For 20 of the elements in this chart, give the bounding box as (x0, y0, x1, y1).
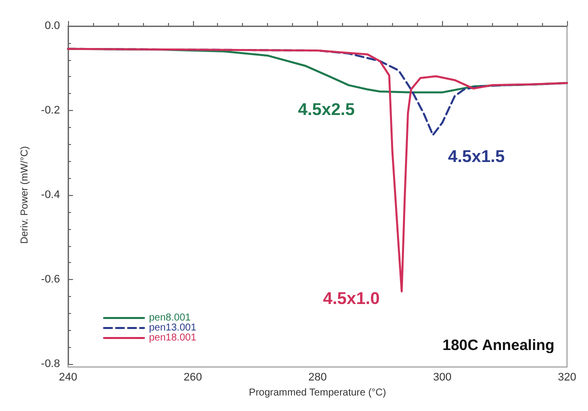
y-tick-label: -0.4 (41, 189, 60, 202)
y-axis-title: Deriv. Power (mW/°C) (20, 146, 31, 244)
x-tick-label: 320 (558, 372, 576, 384)
y-tick-label: -0.2 (41, 104, 60, 117)
line-series (67, 48, 568, 292)
legend-label: pen13.001 (149, 322, 197, 334)
x-axis-title: Programmed Temperature (°C) (248, 388, 386, 398)
y-tick-label: -0.6 (41, 274, 60, 286)
legend-label: pen18.001 (149, 332, 197, 344)
x-tick-label: 280 (308, 372, 327, 384)
x-tick-label: 240 (58, 372, 78, 384)
legend-label: pen8.001 (149, 312, 192, 324)
y-tick-label: -0.8 (41, 358, 60, 370)
x-tick-label: 260 (184, 372, 202, 384)
x-tick-label: 300 (433, 372, 452, 384)
annotation: 4.5x2.5 (298, 100, 355, 119)
annotation: 4.5x1.5 (448, 147, 505, 166)
y-tick-label: 0.0 (44, 20, 60, 32)
annotation: 180C Annealing (442, 337, 554, 354)
annotation: 4.5x1.0 (323, 289, 380, 308)
